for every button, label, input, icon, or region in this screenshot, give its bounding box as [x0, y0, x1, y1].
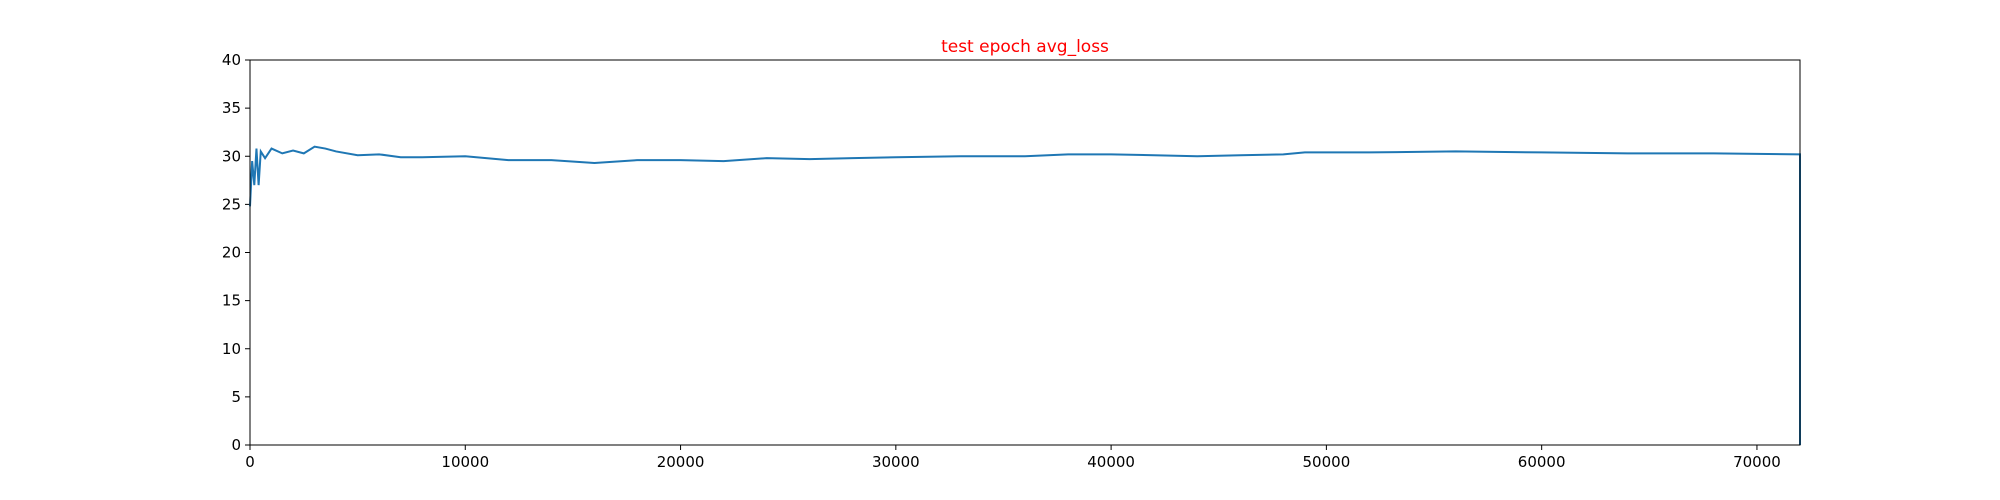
- x-tick-label: 10000: [441, 453, 489, 471]
- x-tick-label: 40000: [1087, 453, 1135, 471]
- y-tick-label: 25: [222, 195, 241, 213]
- y-tick-label: 10: [222, 340, 241, 358]
- data-line: [249, 145, 1801, 445]
- plot-frame: [249, 59, 1801, 446]
- x-tick-label: 0: [245, 453, 255, 471]
- y-tick-label: 15: [222, 292, 241, 310]
- y-tick-label: 40: [222, 51, 241, 69]
- y-tick-label: 20: [222, 244, 241, 262]
- y-tick-label: 5: [231, 388, 241, 406]
- x-tick-label: 70000: [1733, 453, 1781, 471]
- y-tick-label: 35: [222, 99, 241, 117]
- x-tick-label: 60000: [1518, 453, 1566, 471]
- chart-title: test epoch avg_loss: [941, 37, 1109, 57]
- x-tick-label: 50000: [1303, 453, 1351, 471]
- y-tick-label: 0: [231, 436, 241, 454]
- x-tick-label: 30000: [872, 453, 920, 471]
- y-tick-label: 30: [222, 147, 241, 165]
- x-tick-label: 20000: [657, 453, 705, 471]
